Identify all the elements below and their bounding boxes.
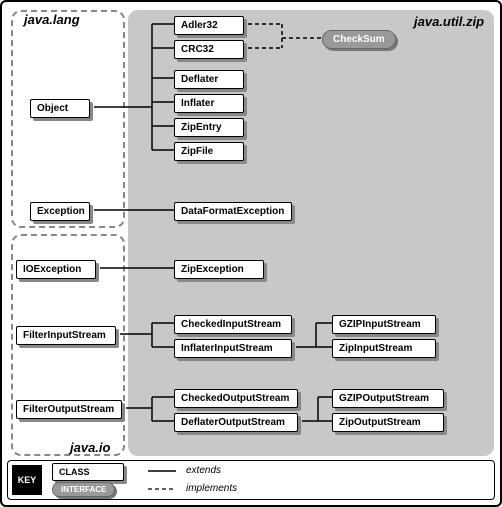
legend-key-badge: KEY <box>12 465 42 495</box>
class-zipexception: ZipException <box>174 260 264 279</box>
class-crc32: CRC32 <box>174 40 244 59</box>
pkg-label-lang: java.lang <box>24 12 80 27</box>
class-adler32: Adler32 <box>174 16 244 35</box>
class-filterinputstream: FilterInputStream <box>16 326 116 345</box>
class-dataformatexception: DataFormatException <box>174 202 292 221</box>
class-checkedoutputstream: CheckedOutputStream <box>174 389 298 408</box>
class-gzipinputstream: GZIPInputStream <box>332 315 436 334</box>
class-inflater: Inflater <box>174 94 244 113</box>
class-zipfile: ZipFile <box>174 142 244 161</box>
legend-implements-label: implements <box>186 483 237 494</box>
class-deflateroutputstream: DeflaterOutputStream <box>174 413 298 432</box>
class-filteroutputstream: FilterOutputStream <box>16 400 122 419</box>
class-checkedinputstream: CheckedInputStream <box>174 315 292 334</box>
class-zipentry: ZipEntry <box>174 118 244 137</box>
legend: KEY CLASS INTERFACE extends implements <box>7 460 495 500</box>
class-deflater: Deflater <box>174 70 244 89</box>
class-object: Object <box>30 99 90 118</box>
class-gzipoutputstream: GZIPOutputStream <box>332 389 444 408</box>
class-zipoutputstream: ZipOutputStream <box>332 413 444 432</box>
legend-interface-box: INTERFACE <box>52 482 115 497</box>
pkg-label-util-zip: java.util.zip <box>414 14 484 29</box>
class-zipinputstream: ZipInputStream <box>332 339 436 358</box>
class-inflaterinputstream: InflaterInputStream <box>174 339 292 358</box>
pkg-label-io: java.io <box>70 440 110 455</box>
class-ioexception: IOException <box>16 260 96 279</box>
legend-extends-label: extends <box>186 465 221 476</box>
class-exception: Exception <box>30 202 90 221</box>
diagram-canvas: java.lang java.util.zip java.io <box>0 0 502 507</box>
interface-checksum: CheckSum <box>322 30 396 49</box>
region-java-lang <box>11 10 125 228</box>
legend-class-box: CLASS <box>52 463 124 481</box>
